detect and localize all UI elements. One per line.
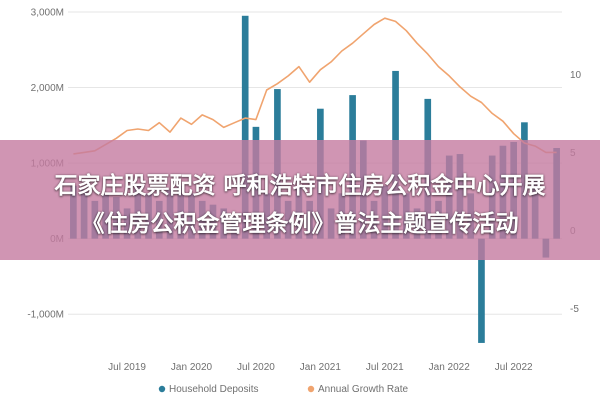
x-axis-tick-label: Jul 2019	[108, 362, 146, 373]
legend-annual-growth-rate-label: Annual Growth Rate	[318, 384, 408, 395]
overlay-headline-line-1: 石家庄股票配资 呼和浩特市住房公积金中心开展	[54, 173, 546, 199]
left-axis-tick-label: 3,000M	[31, 8, 64, 19]
legend: Household Deposits Annual Growth Rate	[158, 384, 408, 395]
title-overlay-band	[0, 140, 600, 260]
line-annual-growth-rate	[73, 17, 557, 155]
legend-annual-growth-rate-marker	[307, 385, 315, 393]
x-axis-tick-label: Jul 2022	[495, 362, 533, 373]
bar-household-deposits	[241, 15, 249, 239]
x-axis: Jul 2019 Jan 2020 Jul 2020 Jan 2021 Jul 2021…	[108, 362, 533, 373]
x-axis-tick-label: Jul 2021	[366, 362, 404, 373]
right-axis-tick-label: -5	[570, 304, 579, 315]
right-axis-tick-label: 10	[570, 70, 582, 81]
left-axis-tick-label: 2,000M	[31, 83, 64, 94]
x-axis-tick-label: Jan 2020	[171, 362, 213, 373]
legend-household-deposits-marker	[158, 385, 166, 393]
legend-household-deposits-label: Household Deposits	[169, 384, 259, 395]
x-axis-tick-label: Jan 2022	[429, 362, 471, 373]
left-axis-tick-label: -1,000M	[27, 310, 64, 321]
line-series-annual-growth-rate	[73, 17, 557, 155]
x-axis-tick-label: Jul 2020	[237, 362, 275, 373]
x-axis-tick-label: Jan 2021	[300, 362, 342, 373]
bar-household-deposits	[478, 238, 485, 343]
overlay-headline-line-2: 《住房公积金管理条例》普法主题宣传活动	[81, 211, 519, 237]
